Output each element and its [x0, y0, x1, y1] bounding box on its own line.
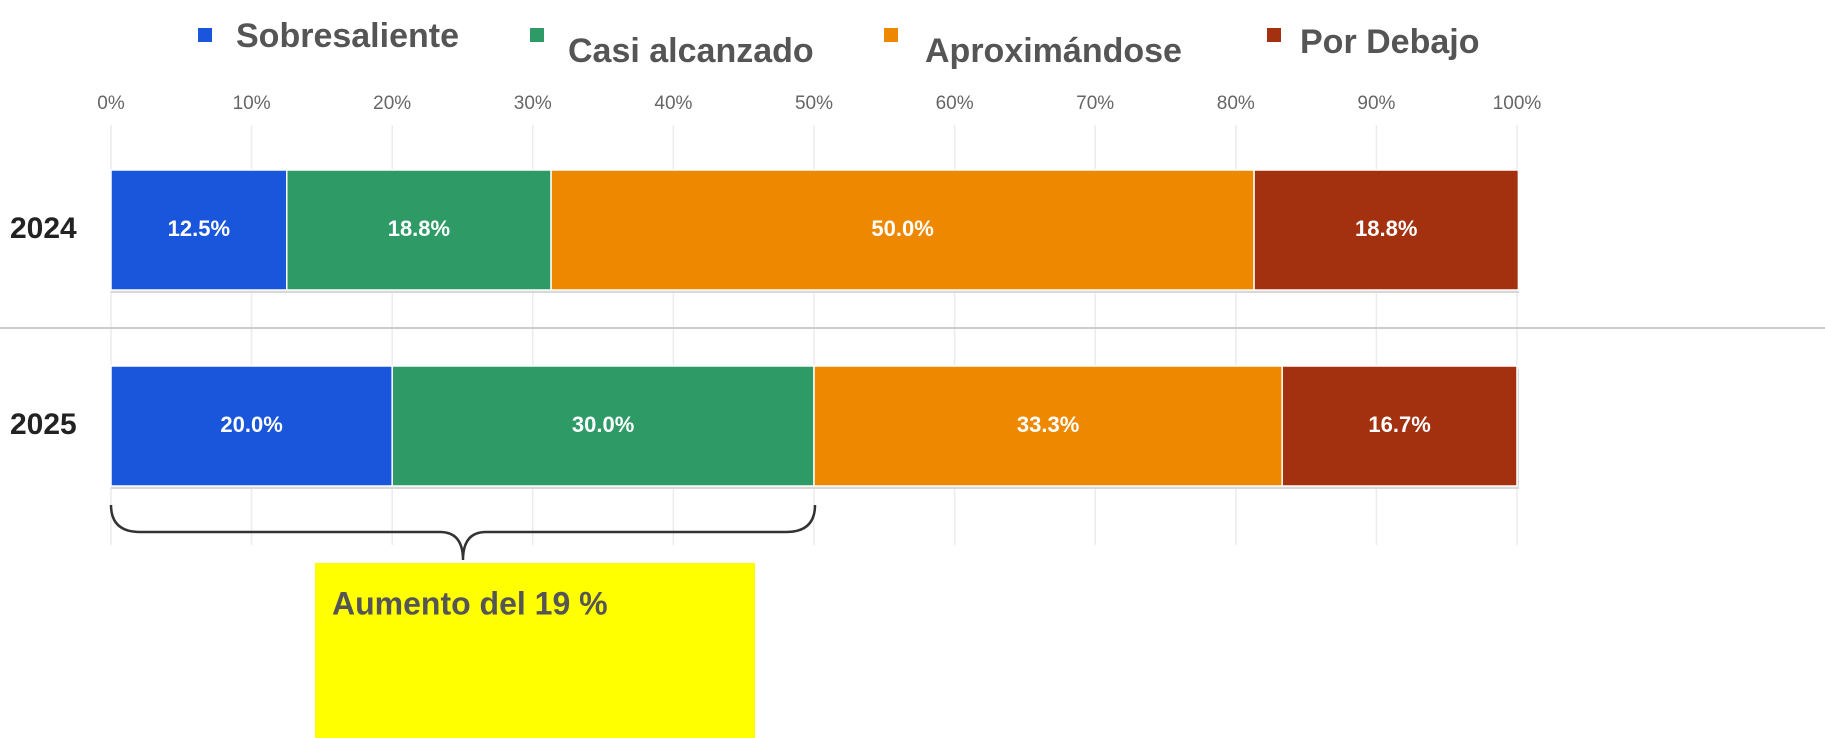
- value-label: 12.5%: [168, 216, 230, 241]
- x-tick-label: 30%: [514, 93, 552, 114]
- legend-label: Sobresaliente: [236, 17, 459, 55]
- x-tick-label: 70%: [1076, 93, 1114, 114]
- bar-segment: [1281, 365, 1518, 487]
- x-tick-label: 40%: [654, 93, 692, 114]
- legend-label: Casi alcanzado: [568, 32, 814, 70]
- y-tick-label: 2025: [10, 408, 77, 441]
- value-label: 18.8%: [1355, 216, 1417, 241]
- legend-label: Aproximándose: [925, 32, 1182, 70]
- legend-marker: [884, 28, 898, 42]
- annotation: Aumento del 19 %: [332, 585, 608, 621]
- value-label: 30.0%: [572, 412, 634, 437]
- x-tick-label: 10%: [233, 93, 271, 114]
- x-tick-label: 0%: [97, 93, 125, 114]
- bar-segment: [550, 169, 1255, 291]
- value-label: 20.0%: [220, 412, 282, 437]
- legend-label: Por Debajo: [1300, 23, 1479, 61]
- x-tick-label: 60%: [936, 93, 974, 114]
- brace: [109, 504, 817, 561]
- legend-marker: [530, 28, 544, 42]
- x-tick-label: 80%: [1217, 93, 1255, 114]
- bar-segment: [110, 365, 393, 487]
- annotation-box: [315, 563, 755, 738]
- bar-segment: [286, 169, 552, 291]
- bar-segment: [391, 365, 815, 487]
- bar-segment: [110, 169, 288, 291]
- legend-marker: [198, 28, 212, 42]
- x-tick-label: 100%: [1493, 93, 1542, 114]
- bar-segment: [1253, 169, 1520, 291]
- x-tick-label: 90%: [1357, 93, 1395, 114]
- y-tick-label: 2024: [10, 212, 77, 245]
- value-label: 16.7%: [1368, 412, 1430, 437]
- legend-marker: [1267, 28, 1281, 42]
- x-tick-label: 50%: [795, 93, 833, 114]
- value-label: 33.3%: [1017, 412, 1079, 437]
- value-label: 50.0%: [871, 216, 933, 241]
- value-label: 18.8%: [388, 216, 450, 241]
- x-tick-label: 20%: [373, 93, 411, 114]
